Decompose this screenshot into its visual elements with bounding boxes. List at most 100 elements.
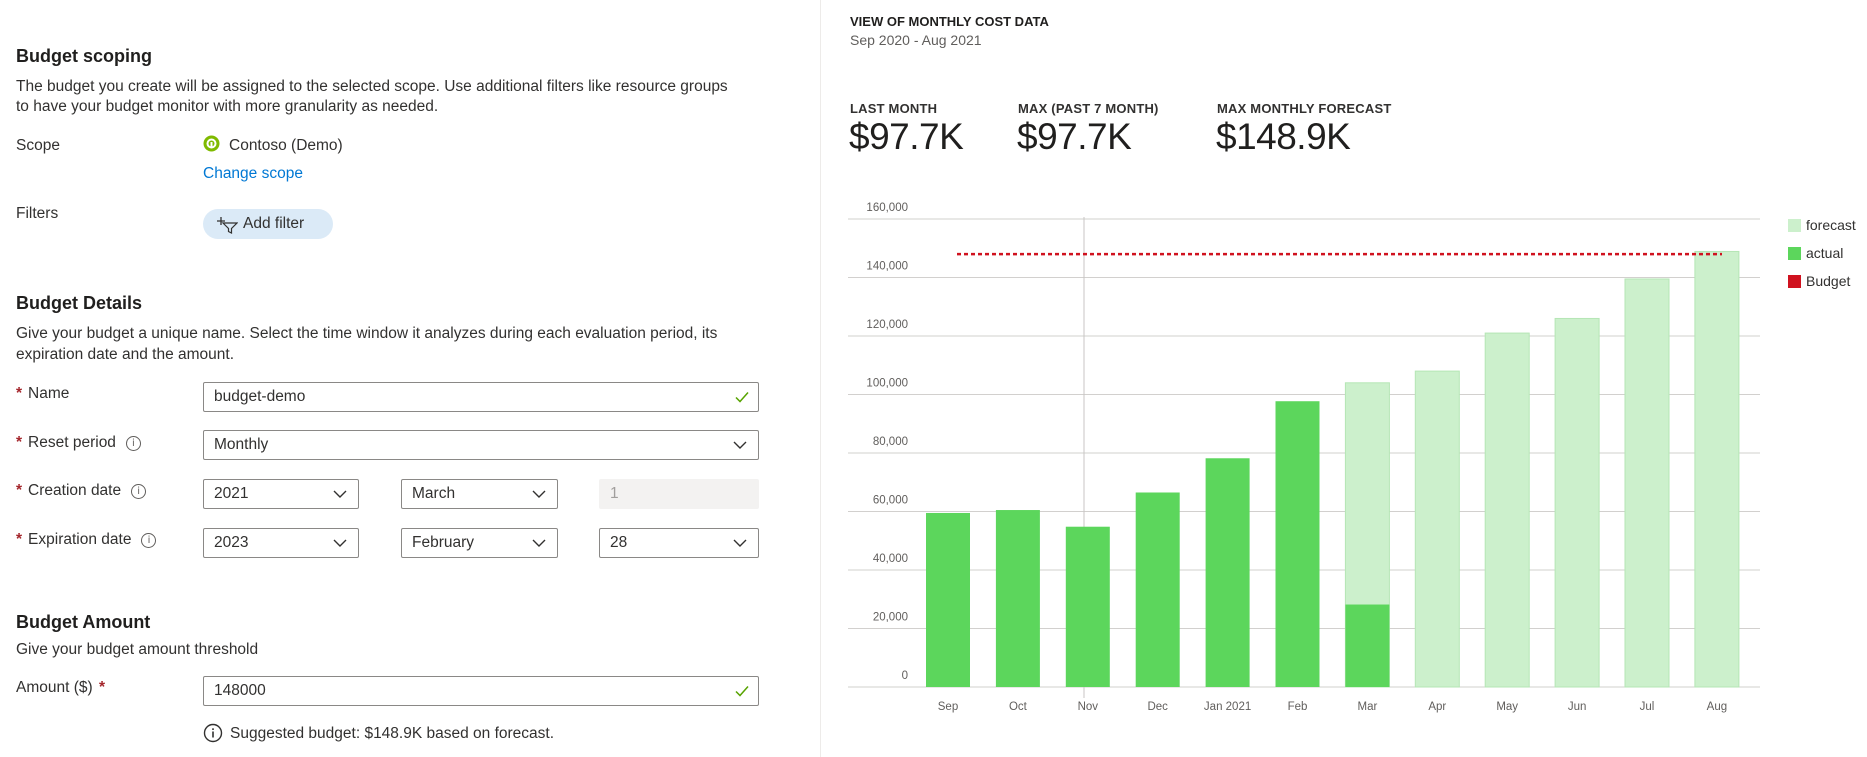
x-tick-label: Jul xyxy=(1640,701,1655,713)
info-circle-icon xyxy=(203,723,223,743)
x-tick-label: Sep xyxy=(938,701,958,713)
expiration-day-dropdown[interactable]: 28 xyxy=(599,528,759,558)
expiration-date-label: Expiration date xyxy=(28,531,132,548)
creation-year-value: 2021 xyxy=(214,485,249,502)
y-tick-label: 80,000 xyxy=(873,436,908,448)
expiration-year-dropdown[interactable]: 2023 xyxy=(203,528,359,558)
reset-period-dropdown[interactable]: Monthly xyxy=(203,430,759,460)
valid-check-icon xyxy=(735,392,749,403)
x-tick-label: Apr xyxy=(1428,701,1446,713)
actual-bar xyxy=(1135,492,1180,687)
budget-details-description-line2: expiration date and the amount. xyxy=(16,346,235,363)
cost-panel-title: VIEW OF MONTHLY COST DATA xyxy=(850,14,1049,29)
legend-swatch-actual xyxy=(1788,247,1801,260)
required-asterisk: * xyxy=(16,531,23,548)
kpi-max-forecast-label: MAX MONTHLY FORECAST xyxy=(1217,101,1392,116)
budget-amount-heading: Budget Amount xyxy=(16,612,151,632)
change-scope-link[interactable]: Change scope xyxy=(203,165,303,182)
scope-value: Contoso (Demo) xyxy=(229,137,343,154)
actual-bar xyxy=(1205,458,1250,687)
add-filter-label: Add filter xyxy=(243,215,305,232)
chevron-down-icon xyxy=(733,539,747,547)
y-tick-label: 20,000 xyxy=(873,612,908,624)
creation-day-field: 1 xyxy=(599,479,759,509)
info-icon[interactable]: i xyxy=(131,484,147,499)
y-tick-label: 40,000 xyxy=(873,553,908,565)
budget-scoping-heading: Budget scoping xyxy=(16,46,152,66)
required-asterisk: * xyxy=(16,482,23,499)
name-label-group: * Name xyxy=(16,385,69,403)
forecast-bar xyxy=(1414,370,1460,688)
forecast-bar xyxy=(1554,317,1600,688)
required-asterisk: * xyxy=(16,434,23,451)
name-input-value: budget-demo xyxy=(214,388,306,405)
x-tick-label: Nov xyxy=(1078,701,1099,713)
x-tick-label: Aug xyxy=(1707,701,1727,713)
x-tick-label: Dec xyxy=(1147,701,1168,713)
add-filter-button[interactable]: Add filter xyxy=(203,209,333,239)
chevron-down-icon xyxy=(333,490,347,498)
management-group-icon xyxy=(203,135,220,152)
creation-day-value: 1 xyxy=(610,485,619,502)
x-tick-label: Feb xyxy=(1288,701,1308,713)
y-tick-label: 140,000 xyxy=(866,261,908,273)
reset-period-value: Monthly xyxy=(214,436,269,453)
x-tick-label: Jan 2021 xyxy=(1204,701,1251,713)
x-tick-label: May xyxy=(1496,701,1518,713)
required-asterisk: * xyxy=(16,385,23,402)
amount-input[interactable]: 148000 xyxy=(203,676,759,706)
kpi-last-month-value: $97.7K xyxy=(849,116,964,157)
expiration-day-value: 28 xyxy=(610,534,628,551)
suggested-budget-text: Suggested budget: $148.9K based on forec… xyxy=(230,725,555,742)
legend-budget: Budget xyxy=(1806,273,1851,289)
chevron-down-icon xyxy=(532,539,546,547)
scope-label: Scope xyxy=(16,137,60,154)
kpi-max-past-value: $97.7K xyxy=(1017,116,1132,157)
kpi-last-month-label: LAST MONTH xyxy=(850,101,938,116)
budget-details-heading: Budget Details xyxy=(16,293,143,313)
legend-swatch-budget xyxy=(1788,275,1801,288)
kpi-max-forecast-value: $148.9K xyxy=(1216,116,1351,157)
amount-input-value: 148000 xyxy=(214,682,266,699)
actual-bar xyxy=(1345,604,1390,687)
expiration-year-value: 2023 xyxy=(214,534,249,551)
expiration-date-label-group: * Expiration date i xyxy=(16,531,157,549)
creation-date-label: Creation date xyxy=(28,482,122,499)
filters-label: Filters xyxy=(16,205,59,222)
legend-forecast: forecast xyxy=(1806,217,1856,233)
legend-swatch-forecast xyxy=(1788,219,1801,232)
name-input[interactable]: budget-demo xyxy=(203,382,759,412)
amount-label-group: Amount ($) * xyxy=(16,679,111,697)
creation-year-dropdown[interactable]: 2021 xyxy=(203,479,359,509)
chevron-down-icon xyxy=(532,490,546,498)
forecast-bar xyxy=(1694,250,1740,688)
chevron-down-icon xyxy=(333,539,347,547)
budget-scoping-description-line1: The budget you create will be assigned t… xyxy=(16,78,728,95)
budget-amount-description: Give your budget amount threshold xyxy=(16,641,259,658)
budget-details-description-line1: Give your budget a unique name. Select t… xyxy=(16,325,718,342)
creation-month-value: March xyxy=(412,485,456,502)
y-tick-label: 60,000 xyxy=(873,495,908,507)
valid-check-icon xyxy=(735,686,749,697)
actual-bar xyxy=(926,512,970,687)
panel-divider xyxy=(820,0,821,757)
legend-actual: actual xyxy=(1806,245,1844,261)
actual-bar xyxy=(995,510,1040,687)
add-filter-icon xyxy=(216,215,239,234)
expiration-month-value: February xyxy=(412,534,475,551)
kpi-max-past-label: MAX (PAST 7 MONTH) xyxy=(1018,101,1159,116)
y-tick-label: 160,000 xyxy=(866,202,908,214)
y-tick-label: 0 xyxy=(902,670,908,682)
budget-scoping-description-line2: to have your budget monitor with more gr… xyxy=(16,98,439,115)
cost-panel-date-range: Sep 2020 - Aug 2021 xyxy=(850,32,982,48)
y-tick-label: 100,000 xyxy=(866,378,908,390)
reset-period-label: Reset period xyxy=(28,434,116,451)
x-tick-label: Oct xyxy=(1009,701,1028,713)
info-icon[interactable]: i xyxy=(141,533,157,548)
info-icon[interactable]: i xyxy=(125,436,141,451)
required-asterisk: * xyxy=(98,679,106,696)
creation-month-dropdown[interactable]: March xyxy=(401,479,558,509)
actual-bar xyxy=(1065,526,1110,687)
expiration-month-dropdown[interactable]: February xyxy=(401,528,558,558)
